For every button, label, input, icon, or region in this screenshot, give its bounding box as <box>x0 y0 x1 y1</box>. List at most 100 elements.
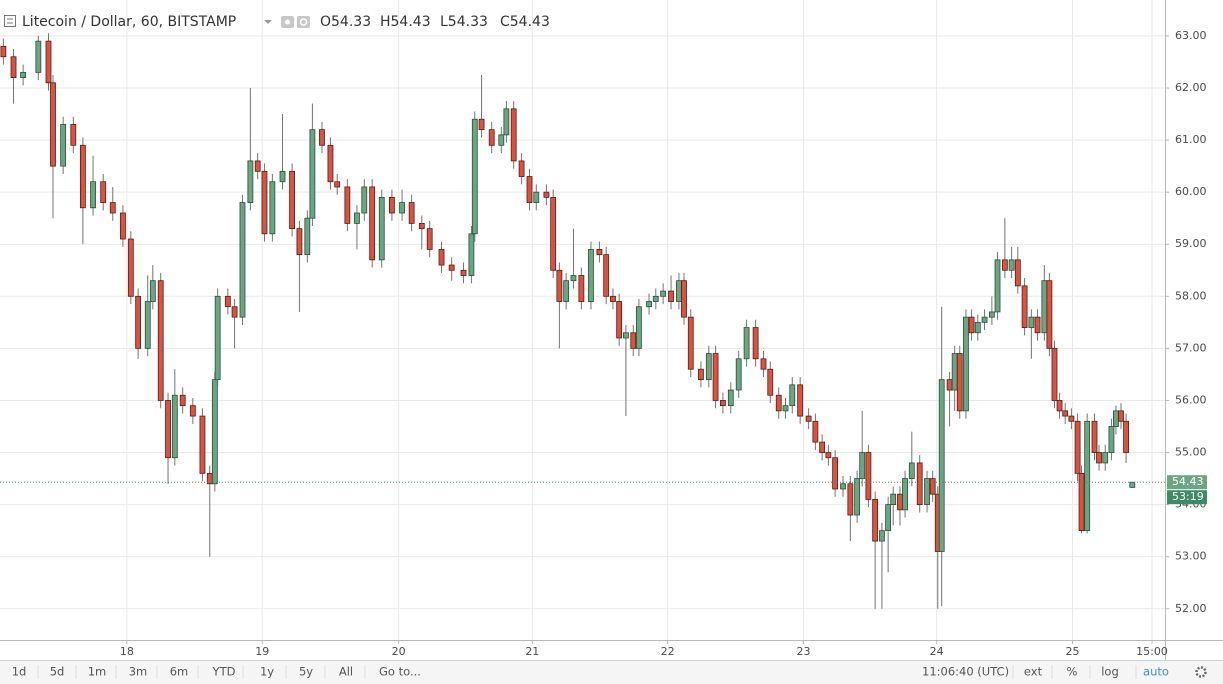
candle-body <box>646 301 652 308</box>
candle-body <box>956 353 963 412</box>
last-price-label: 54.43 <box>1172 475 1204 488</box>
candle-body <box>705 353 712 381</box>
y-tick-label: 60.00 <box>1175 185 1207 198</box>
candle-body <box>897 493 903 511</box>
goto-button[interactable]: Go to... <box>379 665 421 679</box>
candle-body <box>981 316 988 323</box>
candle-body <box>79 144 86 209</box>
candle-body <box>1028 316 1035 328</box>
candle-body <box>908 462 915 479</box>
dropdown-caret[interactable] <box>264 20 272 24</box>
candle-body <box>963 316 969 412</box>
option-button[interactable]: auto <box>1143 665 1169 679</box>
candle-body <box>127 238 134 297</box>
candle-body <box>109 202 116 214</box>
candle-body <box>825 452 832 459</box>
candle-body <box>681 280 687 318</box>
range-button[interactable]: 1d <box>12 665 27 679</box>
symbol-title: Litecoin / Dollar, 60, BITSTAMP <box>22 14 236 30</box>
candle-body <box>840 483 846 490</box>
candle-body <box>782 405 789 412</box>
y-tick-label: 63.00 <box>1175 29 1207 42</box>
candle-body <box>503 108 510 136</box>
candle-body <box>859 452 866 479</box>
candle-body <box>319 129 325 146</box>
candle-body <box>1068 415 1075 422</box>
settings-gear[interactable] <box>1195 666 1207 678</box>
candle-body <box>727 389 734 407</box>
candle-body <box>951 353 958 391</box>
candle-body <box>135 295 142 349</box>
candle-body <box>448 264 455 271</box>
candle-body <box>1118 410 1124 422</box>
candle-body <box>100 181 107 203</box>
candle-body <box>556 269 563 302</box>
settings-icon[interactable] <box>297 16 310 28</box>
candle-body <box>819 441 826 453</box>
candle-body <box>157 280 164 401</box>
candle-body <box>399 202 405 214</box>
candle-body <box>254 160 261 172</box>
option-button[interactable]: log <box>1101 665 1119 679</box>
range-button[interactable]: 3m <box>129 665 148 679</box>
candle-body <box>460 269 467 276</box>
candle-body <box>743 327 750 360</box>
candle-body <box>1062 410 1069 417</box>
candle-body <box>304 217 311 256</box>
candle-body <box>60 124 67 167</box>
option-button[interactable]: % <box>1067 665 1078 679</box>
candle-body <box>630 332 637 349</box>
candle-body <box>832 457 839 490</box>
candle-body <box>1123 420 1129 453</box>
range-button[interactable]: YTD <box>212 665 236 679</box>
y-tick-label: 58.00 <box>1175 289 1207 302</box>
countdown-box <box>1167 490 1207 505</box>
candle-body <box>488 129 495 146</box>
candle-body <box>239 202 246 318</box>
candle-body <box>676 280 682 302</box>
candle-body <box>1091 420 1098 453</box>
range-button[interactable]: 6m <box>170 665 189 679</box>
candle-body <box>1051 347 1058 401</box>
toolbar <box>0 660 1223 684</box>
x-tick-label: 18 <box>120 645 134 658</box>
candle-body <box>10 56 17 78</box>
candle-body <box>924 478 930 506</box>
candle-body <box>872 498 879 542</box>
ohlc-value: L54.33 <box>440 14 488 30</box>
candle-body <box>712 353 719 401</box>
range-button[interactable]: 1m <box>88 665 107 679</box>
candle-body <box>471 118 478 235</box>
candle-body <box>378 196 385 261</box>
candle-body <box>510 108 517 162</box>
candle-body <box>231 306 238 318</box>
range-button[interactable]: 5y <box>299 665 313 679</box>
candle-body <box>789 384 796 407</box>
candle-body <box>865 452 872 500</box>
option-button[interactable]: ext <box>1024 665 1043 679</box>
candle-body <box>149 280 156 302</box>
candle-body <box>171 394 178 459</box>
y-tick-label: 52.00 <box>1175 602 1207 615</box>
candle-body <box>35 40 42 73</box>
candle-body <box>543 191 550 198</box>
candle-body <box>0 45 7 58</box>
candle-body <box>652 295 659 302</box>
candle-body <box>1096 452 1102 464</box>
ohlc-value: O54.33 <box>320 14 371 30</box>
last-price-box <box>1167 475 1207 490</box>
ohlc-value: C54.43 <box>500 14 550 30</box>
candle-body <box>120 212 126 240</box>
range-button[interactable]: 1y <box>260 665 274 679</box>
range-button[interactable]: All <box>339 665 353 679</box>
candle-body <box>805 415 812 422</box>
menu-icon[interactable] <box>4 15 16 27</box>
candle-body <box>189 405 196 417</box>
candle-body <box>1041 280 1048 334</box>
range-button[interactable]: 5d <box>50 665 65 679</box>
candle-body <box>289 170 295 230</box>
candle-body <box>224 295 231 308</box>
candle-body <box>994 259 1001 313</box>
ohlc-legend: O54.33 H54.43 L54.33 C54.43 <box>320 14 550 30</box>
candle-body <box>45 40 52 84</box>
